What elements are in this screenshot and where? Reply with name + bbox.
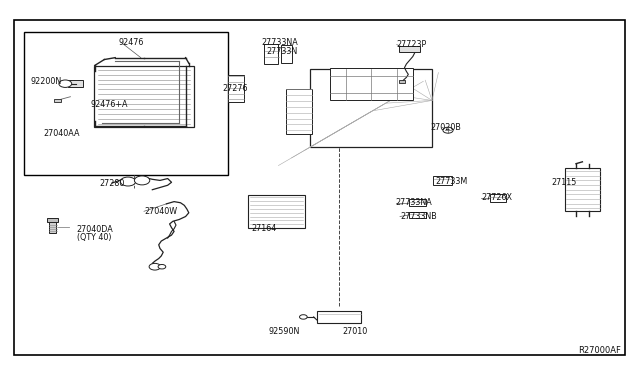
Bar bbox=[248, 195, 305, 228]
Bar bbox=[47, 218, 58, 222]
Text: 27040W: 27040W bbox=[144, 207, 177, 216]
Circle shape bbox=[443, 127, 453, 133]
Bar bbox=[565, 168, 600, 211]
Text: 27010: 27010 bbox=[342, 327, 367, 336]
Circle shape bbox=[300, 315, 307, 319]
Text: 27733NA: 27733NA bbox=[396, 198, 432, 207]
Circle shape bbox=[134, 176, 150, 185]
Bar bbox=[399, 46, 420, 52]
Text: 27733M: 27733M bbox=[435, 177, 467, 186]
Text: 27276: 27276 bbox=[223, 84, 248, 93]
Bar bbox=[95, 66, 193, 128]
Bar bbox=[264, 44, 278, 64]
Bar bbox=[228, 75, 243, 102]
Bar bbox=[286, 89, 312, 134]
Bar bbox=[24, 32, 228, 175]
Text: 27040DA: 27040DA bbox=[77, 225, 113, 234]
Text: 92590N: 92590N bbox=[269, 327, 300, 336]
Bar bbox=[68, 80, 83, 87]
Circle shape bbox=[59, 80, 72, 87]
Text: 92476: 92476 bbox=[118, 38, 144, 47]
Text: 92200N: 92200N bbox=[31, 77, 62, 86]
Text: 27733NB: 27733NB bbox=[400, 212, 436, 221]
Circle shape bbox=[158, 264, 166, 269]
Text: 27733N: 27733N bbox=[266, 47, 298, 56]
Text: 27723P: 27723P bbox=[397, 40, 427, 49]
Circle shape bbox=[120, 177, 136, 186]
Bar bbox=[49, 221, 56, 232]
Text: (QTY 40): (QTY 40) bbox=[77, 233, 111, 242]
Text: 27733NA: 27733NA bbox=[261, 38, 298, 46]
Bar bbox=[281, 45, 292, 63]
Text: 27280: 27280 bbox=[99, 179, 125, 188]
Bar bbox=[330, 68, 413, 100]
Bar bbox=[409, 199, 426, 206]
Bar bbox=[490, 194, 506, 202]
Bar bbox=[310, 69, 432, 147]
Bar bbox=[317, 311, 361, 323]
Text: 92476+A: 92476+A bbox=[91, 100, 129, 109]
Bar bbox=[433, 176, 452, 185]
Text: 27726X: 27726X bbox=[481, 193, 512, 202]
Bar bbox=[54, 99, 61, 102]
Text: 27115: 27115 bbox=[552, 178, 577, 187]
Text: R27000AF: R27000AF bbox=[578, 346, 621, 355]
Circle shape bbox=[149, 263, 161, 270]
Bar bbox=[399, 80, 405, 83]
Bar bbox=[409, 212, 426, 218]
Text: 27040AA: 27040AA bbox=[44, 129, 80, 138]
Text: 27020B: 27020B bbox=[430, 123, 461, 132]
Text: 27164: 27164 bbox=[252, 224, 276, 233]
